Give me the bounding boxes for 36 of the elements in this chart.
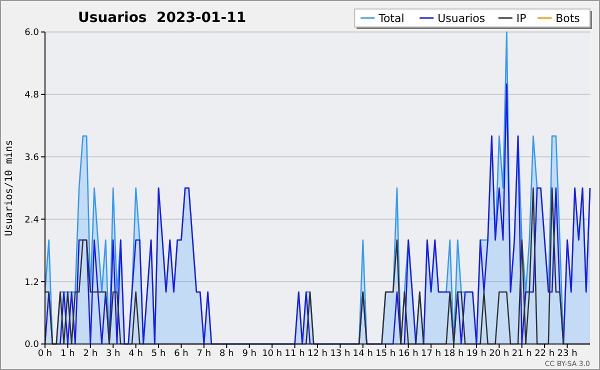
x-tick-label: 0 h	[38, 349, 52, 359]
x-tick-label: 23 h	[557, 349, 578, 359]
x-tick-label: 14 h	[352, 349, 373, 359]
y-axis-title: Usuarios/10 mins	[4, 140, 15, 236]
x-tick-label: 17 h	[421, 349, 442, 359]
y-tick-label: 6.0	[24, 28, 40, 38]
x-tick-label: 12 h	[307, 349, 328, 359]
x-tick-label: 21 h	[512, 349, 532, 359]
x-tick-label: 10 h	[262, 349, 282, 359]
x-tick-label: 15 h	[376, 349, 396, 359]
chart-title: Usuarios 2023-01-11	[78, 10, 246, 26]
y-tick-label: 4.8	[24, 90, 40, 101]
x-tick-label: 9 h	[242, 349, 257, 359]
legend-label: Total	[378, 12, 404, 25]
x-tick-label: 3 h	[106, 349, 120, 359]
x-tick-label: 20 h	[489, 349, 510, 359]
legend-label: IP	[516, 12, 527, 25]
x-tick-label: 13 h	[330, 349, 350, 359]
y-tick-label: 1.2	[24, 278, 39, 288]
y-tick-label: 3.6	[24, 152, 40, 163]
x-tick-label: 2 h	[83, 349, 98, 359]
x-tick-label: 22 h	[534, 349, 555, 359]
x-tick-label: 7 h	[196, 349, 212, 359]
x-tick-label: 11 h	[284, 349, 305, 359]
x-tick-label: 8 h	[220, 349, 234, 359]
legend-label: Bots	[556, 12, 580, 25]
x-tick-label: 19 h	[466, 349, 486, 359]
x-tick-label: 18 h	[444, 349, 464, 359]
y-tick-label: 0.0	[24, 340, 40, 350]
x-tick-label: 6 h	[174, 349, 188, 359]
y-tick-label: 2.4	[24, 215, 40, 226]
x-tick-label: 4 h	[128, 349, 143, 359]
x-tick-label: 1 h	[60, 349, 75, 359]
x-tick-label: 16 h	[398, 349, 418, 359]
legend-label: Usuarios	[438, 12, 486, 25]
x-tick-label: 5 h	[151, 349, 166, 359]
